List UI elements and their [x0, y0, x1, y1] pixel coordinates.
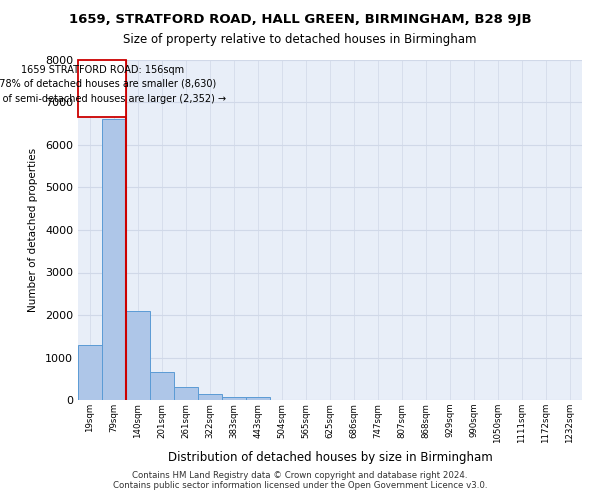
- Bar: [78, 60, 127, 118]
- Text: 21% of semi-detached houses are larger (2,352) →: 21% of semi-detached houses are larger (…: [0, 94, 226, 104]
- Bar: [78, 345, 102, 400]
- Text: ← 78% of detached houses are smaller (8,630): ← 78% of detached houses are smaller (8,…: [0, 78, 217, 88]
- Y-axis label: Number of detached properties: Number of detached properties: [28, 148, 38, 312]
- Bar: [150, 372, 174, 400]
- Bar: [222, 396, 246, 400]
- Text: 1659, STRATFORD ROAD, HALL GREEN, BIRMINGHAM, B28 9JB: 1659, STRATFORD ROAD, HALL GREEN, BIRMIN…: [68, 12, 532, 26]
- Text: Size of property relative to detached houses in Birmingham: Size of property relative to detached ho…: [123, 32, 477, 46]
- Bar: [198, 394, 222, 400]
- Bar: [246, 398, 270, 400]
- Bar: [126, 310, 150, 400]
- Text: 1659 STRATFORD ROAD: 156sqm: 1659 STRATFORD ROAD: 156sqm: [20, 65, 184, 75]
- Bar: [102, 120, 126, 400]
- Bar: [174, 387, 198, 400]
- X-axis label: Distribution of detached houses by size in Birmingham: Distribution of detached houses by size …: [167, 452, 493, 464]
- Text: Contains HM Land Registry data © Crown copyright and database right 2024.
Contai: Contains HM Land Registry data © Crown c…: [113, 470, 487, 490]
